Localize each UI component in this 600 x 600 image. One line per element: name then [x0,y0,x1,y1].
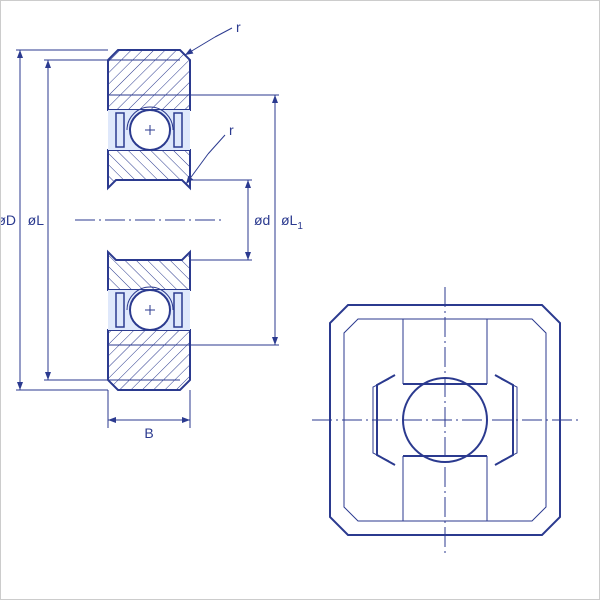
bore-diameter-label: ød [254,212,270,228]
flange-inner-diameter-label: øL1 [281,212,303,232]
bearing-technical-drawing: BøD øL ød øL1 r r [0,0,600,600]
flange-diameter-label: øL [28,212,45,228]
outer-diameter-label: øD [0,212,16,228]
cross-section-view: BøD øL ød øL1 r r [0,19,303,441]
plan-view [312,287,578,553]
outer-radius-label: r [236,19,241,35]
width-label: B [144,425,153,441]
inner-radius-label: r [229,122,234,138]
